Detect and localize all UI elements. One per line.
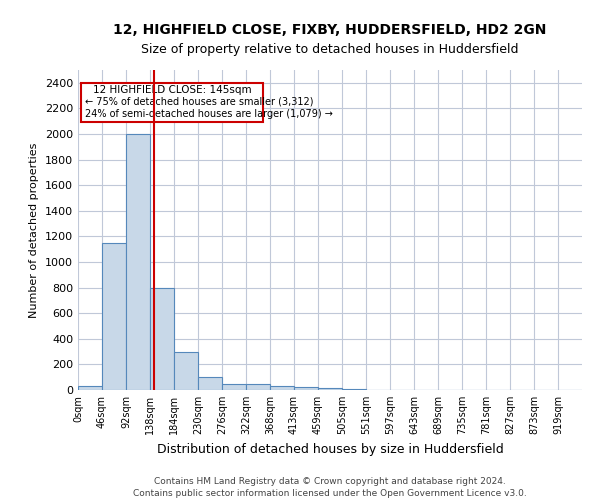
Bar — [318, 388, 342, 390]
Text: 12 HIGHFIELD CLOSE: 145sqm: 12 HIGHFIELD CLOSE: 145sqm — [92, 85, 251, 95]
Bar — [294, 388, 318, 390]
X-axis label: Distribution of detached houses by size in Huddersfield: Distribution of detached houses by size … — [157, 442, 503, 456]
Bar — [198, 377, 222, 390]
Bar — [270, 386, 294, 390]
Bar — [174, 352, 198, 390]
Bar — [126, 134, 150, 390]
Text: Size of property relative to detached houses in Huddersfield: Size of property relative to detached ho… — [141, 42, 519, 56]
Bar — [246, 384, 270, 390]
Text: Contains public sector information licensed under the Open Government Licence v3: Contains public sector information licen… — [133, 489, 527, 498]
Bar — [102, 243, 126, 390]
Text: Contains HM Land Registry data © Crown copyright and database right 2024.: Contains HM Land Registry data © Crown c… — [154, 478, 506, 486]
Text: ← 75% of detached houses are smaller (3,312): ← 75% of detached houses are smaller (3,… — [85, 97, 313, 107]
Y-axis label: Number of detached properties: Number of detached properties — [29, 142, 40, 318]
Text: 12, HIGHFIELD CLOSE, FIXBY, HUDDERSFIELD, HD2 2GN: 12, HIGHFIELD CLOSE, FIXBY, HUDDERSFIELD… — [113, 22, 547, 36]
Text: 24% of semi-detached houses are larger (1,079) →: 24% of semi-detached houses are larger (… — [85, 108, 332, 118]
Bar — [78, 386, 102, 390]
FancyBboxPatch shape — [80, 83, 263, 122]
Bar — [222, 384, 246, 390]
Bar — [150, 288, 174, 390]
